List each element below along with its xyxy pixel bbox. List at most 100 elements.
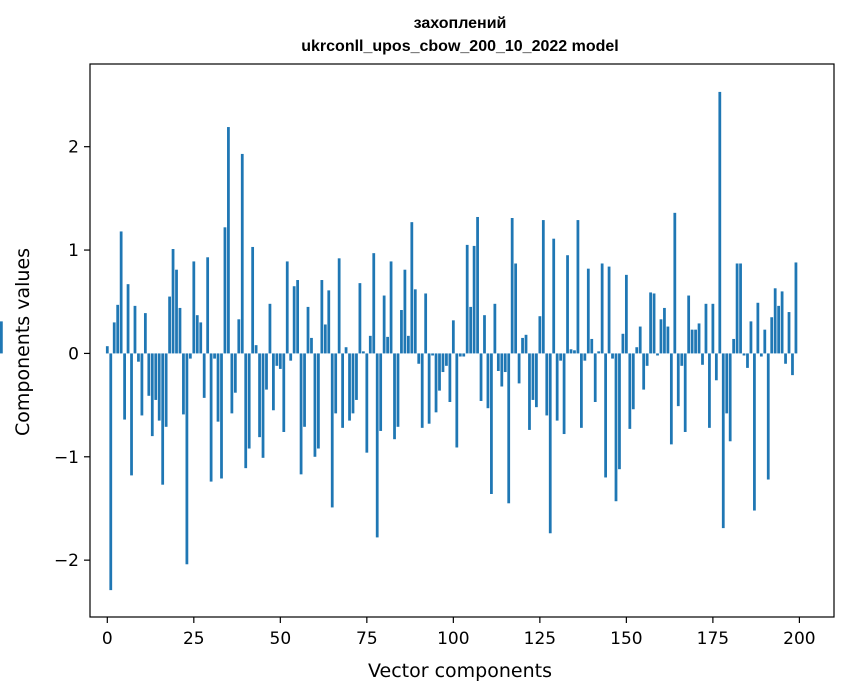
bar-172 xyxy=(701,353,704,365)
bar-197 xyxy=(787,312,791,354)
bar-36 xyxy=(230,353,234,414)
bar-46 xyxy=(265,353,268,390)
bar-97 xyxy=(441,353,445,373)
y-tick-label: −2 xyxy=(54,551,79,571)
x-axis-ticks: 0 25 50 75 100 125 150 175 200 xyxy=(102,617,816,649)
bar-107 xyxy=(476,216,479,354)
bar-174 xyxy=(708,353,711,428)
bar-101 xyxy=(455,353,459,448)
bar-39 xyxy=(240,153,244,354)
bar-108 xyxy=(479,353,483,401)
bar-62 xyxy=(320,280,324,354)
bar-undefined xyxy=(0,321,3,354)
bar-53 xyxy=(289,353,293,361)
bar-72 xyxy=(355,353,358,400)
bar-177 xyxy=(718,91,722,354)
bar-78 xyxy=(375,353,379,538)
bar-138 xyxy=(583,353,587,361)
bar-121 xyxy=(524,334,528,354)
bar-104 xyxy=(465,244,469,354)
bar-193 xyxy=(773,288,777,354)
bar-168 xyxy=(687,295,691,354)
bar-4 xyxy=(119,231,123,354)
bar-11 xyxy=(143,313,147,354)
bar-55 xyxy=(296,280,300,354)
bar-52 xyxy=(285,261,289,354)
x-tick-label: 25 xyxy=(183,629,205,649)
x-tick-label: 175 xyxy=(697,629,729,649)
bar-60 xyxy=(313,353,317,457)
bar-87 xyxy=(406,335,410,354)
bar-189 xyxy=(759,353,763,357)
x-tick-label: 75 xyxy=(356,629,378,649)
bar-162 xyxy=(666,326,670,354)
bar-49 xyxy=(275,353,279,366)
plot-frame xyxy=(89,63,835,618)
bar-105 xyxy=(469,306,473,354)
bar-23 xyxy=(185,353,189,565)
bar-119 xyxy=(517,353,521,384)
bar-28 xyxy=(202,353,206,398)
bar-89 xyxy=(413,289,417,354)
bar-126 xyxy=(541,220,545,354)
bar-142 xyxy=(597,351,601,354)
bar-130 xyxy=(555,353,559,421)
bar-30 xyxy=(209,353,213,482)
bar-25 xyxy=(192,261,196,354)
bar-45 xyxy=(261,353,265,458)
bar-73 xyxy=(358,283,362,354)
y-tick-label: 2 xyxy=(68,138,79,158)
bar-80 xyxy=(382,295,386,354)
bar-90 xyxy=(417,353,421,364)
bar-198 xyxy=(791,353,794,376)
bar-145 xyxy=(607,266,611,354)
bar-51 xyxy=(282,353,286,432)
bar-34 xyxy=(223,227,227,354)
bar-183 xyxy=(739,263,742,354)
bar-59 xyxy=(310,337,313,354)
bar-15 xyxy=(157,353,161,421)
bar-14 xyxy=(154,353,158,400)
bar-113 xyxy=(496,353,500,371)
bar-116 xyxy=(507,353,511,504)
bar-61 xyxy=(317,353,320,449)
x-tick-label: 125 xyxy=(524,629,556,649)
bar-131 xyxy=(559,353,563,361)
bar-159 xyxy=(656,353,659,356)
bar-9 xyxy=(137,353,140,362)
chart-subtitle: ukrconll_upos_cbow_200_10_2022 model xyxy=(301,38,618,55)
bar-146 xyxy=(611,353,614,359)
bar-91 xyxy=(420,353,424,428)
bar-149 xyxy=(621,333,625,354)
bar-148 xyxy=(618,353,621,470)
bar-33 xyxy=(220,353,223,479)
bar-170 xyxy=(694,329,697,354)
bar-99 xyxy=(448,353,452,402)
bar-151 xyxy=(628,353,632,429)
x-tick-label: 200 xyxy=(783,629,815,649)
bar-132 xyxy=(562,353,566,435)
y-tick-label: 1 xyxy=(68,241,79,261)
bar-199 xyxy=(794,262,798,354)
bar-44 xyxy=(258,353,261,438)
bar-95 xyxy=(434,353,438,413)
bar-100 xyxy=(451,320,455,354)
bar-154 xyxy=(638,326,642,354)
bar-5 xyxy=(123,353,126,420)
bar-136 xyxy=(576,220,580,354)
bar-82 xyxy=(389,261,393,354)
bar-111 xyxy=(490,353,493,494)
bar-38 xyxy=(237,319,241,354)
bar-65 xyxy=(330,353,334,508)
bar-93 xyxy=(427,353,431,424)
bar-0 xyxy=(105,346,109,354)
bar-12 xyxy=(147,353,151,396)
bar-74 xyxy=(361,351,365,354)
bar-129 xyxy=(552,238,556,354)
y-axis-ticks: −2 −1 0 1 2 xyxy=(54,138,90,571)
bar-54 xyxy=(292,286,296,354)
bar-184 xyxy=(742,353,746,356)
x-tick-label: 150 xyxy=(610,629,642,649)
bar-109 xyxy=(483,315,486,354)
bar-173 xyxy=(704,303,708,354)
